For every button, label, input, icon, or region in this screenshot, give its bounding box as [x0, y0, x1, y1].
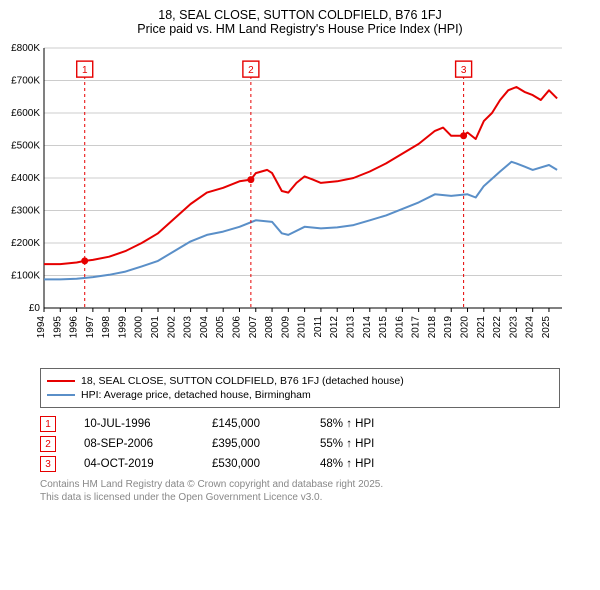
sale-hpi: 55% ↑ HPI: [320, 438, 420, 450]
svg-text:£700K: £700K: [11, 76, 40, 87]
svg-text:1: 1: [82, 65, 88, 76]
sale-date: 08-SEP-2006: [84, 438, 184, 450]
svg-text:£200K: £200K: [11, 238, 40, 249]
svg-text:2024: 2024: [525, 316, 536, 339]
svg-text:2016: 2016: [394, 316, 405, 339]
svg-text:1996: 1996: [69, 316, 80, 339]
svg-text:2004: 2004: [199, 316, 210, 339]
svg-text:1999: 1999: [117, 316, 128, 339]
svg-text:£300K: £300K: [11, 206, 40, 217]
legend-label: HPI: Average price, detached house, Birm…: [81, 389, 311, 401]
sale-date: 10-JUL-1996: [84, 418, 184, 430]
legend: 18, SEAL CLOSE, SUTTON COLDFIELD, B76 1F…: [40, 368, 560, 408]
svg-text:2005: 2005: [215, 316, 226, 339]
svg-text:1998: 1998: [101, 316, 112, 339]
sales-table: 1 10-JUL-1996 £145,000 58% ↑ HPI 2 08-SEP-200…: [40, 416, 560, 472]
svg-text:2013: 2013: [345, 316, 356, 339]
legend-label: 18, SEAL CLOSE, SUTTON COLDFIELD, B76 1F…: [81, 375, 404, 387]
svg-text:2020: 2020: [460, 316, 471, 339]
legend-item: 18, SEAL CLOSE, SUTTON COLDFIELD, B76 1F…: [47, 375, 553, 387]
legend-swatch: [47, 394, 75, 396]
attribution-line2: This data is licensed under the Open Gov…: [40, 491, 560, 504]
sale-date: 04-OCT-2019: [84, 458, 184, 470]
svg-text:2007: 2007: [248, 316, 259, 339]
sale-price: £395,000: [212, 438, 292, 450]
svg-text:2023: 2023: [508, 316, 519, 339]
svg-text:1997: 1997: [85, 316, 96, 339]
svg-text:2025: 2025: [541, 316, 552, 339]
legend-item: HPI: Average price, detached house, Birm…: [47, 389, 553, 401]
svg-text:2002: 2002: [166, 316, 177, 339]
svg-text:2022: 2022: [492, 316, 503, 339]
sale-hpi: 58% ↑ HPI: [320, 418, 420, 430]
svg-text:£400K: £400K: [11, 173, 40, 184]
svg-text:1994: 1994: [36, 316, 47, 339]
sale-marker: 1: [40, 416, 56, 432]
svg-text:2003: 2003: [183, 316, 194, 339]
svg-text:2017: 2017: [411, 316, 422, 339]
svg-text:2: 2: [248, 65, 254, 76]
sale-marker: 2: [40, 436, 56, 452]
line-chart: £0 £100K £200K £300K £400K £500K £600K £700K £80…: [10, 42, 570, 362]
attribution-line1: Contains HM Land Registry data © Crown c…: [40, 478, 560, 491]
svg-text:2011: 2011: [313, 316, 324, 338]
svg-text:2008: 2008: [264, 316, 275, 339]
svg-text:2012: 2012: [329, 316, 340, 339]
svg-text:£500K: £500K: [11, 141, 40, 152]
svg-text:2018: 2018: [427, 316, 438, 339]
svg-text:£0: £0: [29, 303, 41, 314]
chart-title-line1: 18, SEAL CLOSE, SUTTON COLDFIELD, B76 1F…: [10, 8, 590, 22]
sale-price: £145,000: [212, 418, 292, 430]
sale-row: 2 08-SEP-2006 £395,000 55% ↑ HPI: [40, 436, 560, 452]
sale-marker: 3: [40, 456, 56, 472]
legend-swatch: [47, 380, 75, 382]
svg-text:£800K: £800K: [11, 43, 40, 54]
svg-text:2014: 2014: [362, 316, 373, 339]
svg-text:2001: 2001: [150, 316, 161, 339]
svg-text:£100K: £100K: [11, 271, 40, 282]
sale-hpi: 48% ↑ HPI: [320, 458, 420, 470]
svg-text:2000: 2000: [134, 316, 145, 339]
svg-text:2009: 2009: [280, 316, 291, 339]
svg-text:1995: 1995: [52, 316, 63, 339]
sale-row: 1 10-JUL-1996 £145,000 58% ↑ HPI: [40, 416, 560, 432]
svg-text:2006: 2006: [231, 316, 242, 339]
chart-title-line2: Price paid vs. HM Land Registry's House …: [10, 22, 590, 36]
svg-text:3: 3: [461, 65, 467, 76]
svg-text:2021: 2021: [476, 316, 487, 339]
svg-text:2019: 2019: [443, 316, 454, 339]
svg-text:2015: 2015: [378, 316, 389, 339]
sale-row: 3 04-OCT-2019 £530,000 48% ↑ HPI: [40, 456, 560, 472]
chart-container: 18, SEAL CLOSE, SUTTON COLDFIELD, B76 1F…: [0, 0, 600, 510]
svg-text:£600K: £600K: [11, 108, 40, 119]
svg-text:2010: 2010: [297, 316, 308, 339]
attribution: Contains HM Land Registry data © Crown c…: [40, 478, 560, 504]
sale-price: £530,000: [212, 458, 292, 470]
